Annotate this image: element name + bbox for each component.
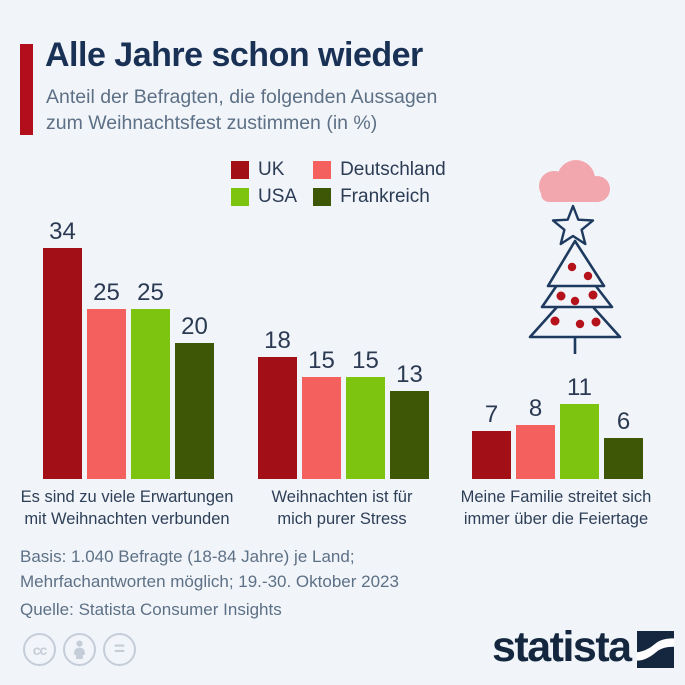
title-accent-bar <box>20 44 33 135</box>
christmas-tree-illustration <box>528 160 622 354</box>
legend-swatch-usa <box>231 188 249 206</box>
bar-col-uk: 34 <box>43 218 82 479</box>
bar-col-deutschland: 15 <box>302 347 341 479</box>
legend-item-frankreich: Frankreich <box>313 186 446 208</box>
cc-icon-label: cc <box>32 641 48 658</box>
bar-col-uk: 18 <box>258 327 297 479</box>
bar-col-frankreich: 6 <box>604 408 643 479</box>
bar-value: 18 <box>264 326 291 354</box>
bar-value: 25 <box>93 279 120 306</box>
bar-frankreich <box>390 390 429 479</box>
legend-label-uk: UK <box>258 159 285 180</box>
legend-item-uk: UK <box>231 159 297 181</box>
bar-value: 34 <box>49 217 76 245</box>
no-derivatives-icon[interactable]: = <box>103 633 136 666</box>
statista-wordmark: statista <box>492 623 632 671</box>
bar-value: 15 <box>308 347 335 374</box>
bar-frankreich <box>175 343 214 479</box>
star-icon <box>551 204 595 246</box>
bar-value: 20 <box>181 313 208 340</box>
bar-col-usa: 15 <box>346 347 385 479</box>
category-label-family-argues: Meine Familie streitet sich immer über d… <box>460 488 652 528</box>
bar-uk <box>258 356 297 479</box>
bar-value: 7 <box>484 401 499 429</box>
bar-group-expectations: 34 25 25 20 <box>43 215 214 479</box>
chart-legend: UK Deutschland USA Frankreich <box>231 159 446 208</box>
source-line: Quelle: Statista Consumer Insights <box>20 600 282 619</box>
bar-deutschland <box>516 424 555 479</box>
attribution-person-icon[interactable] <box>63 633 96 666</box>
bar-col-frankreich: 20 <box>175 313 214 479</box>
page-title: Alle Jahre schon wieder <box>45 36 423 74</box>
legend-swatch-uk <box>231 161 249 179</box>
category-label-stress: Weihnachten ist für mich purer Stress <box>271 488 413 528</box>
bar-group-stress: 18 15 15 13 <box>258 215 429 479</box>
category-label-expectations: Es sind zu viele Erwartungen mit Weihnac… <box>20 488 234 528</box>
bar-group-family-argues: 7 8 11 6 <box>472 215 643 479</box>
statista-logo[interactable]: statista <box>492 623 674 672</box>
bar-value: 15 <box>352 347 379 374</box>
bar-value: 6 <box>616 408 631 436</box>
legend-swatch-deutschland <box>313 161 332 179</box>
bar-uk <box>43 247 82 479</box>
bar-value: 25 <box>137 279 164 306</box>
cloud-icon <box>539 160 610 202</box>
bar-col-deutschland: 8 <box>516 395 555 479</box>
basis-line-1: Basis: 1.040 Befragte (18-84 Jahre) je L… <box>20 547 355 566</box>
legend-item-usa: USA <box>231 186 297 208</box>
legend-item-deutschland: Deutschland <box>313 159 446 181</box>
statista-logo-mark-icon <box>636 631 674 668</box>
tree-icon <box>528 239 622 339</box>
bar-col-uk: 7 <box>472 401 511 479</box>
bar-value: 11 <box>567 374 592 402</box>
legend-label-usa: USA <box>258 186 298 207</box>
legend-label-deutschland: Deutschland <box>340 159 446 180</box>
person-glyph <box>74 640 85 659</box>
equals-glyph: = <box>113 638 126 660</box>
footer-notes: Basis: 1.040 Befragte (18-84 Jahre) je L… <box>20 545 399 623</box>
page-subtitle: Anteil der Befragten, die folgenden Auss… <box>46 86 438 134</box>
bar-usa <box>346 377 385 479</box>
bar-frankreich <box>604 438 643 479</box>
license-badges: cc = <box>23 633 136 666</box>
bar-usa <box>560 404 599 479</box>
bar-value: 13 <box>396 360 423 388</box>
bar-deutschland <box>302 377 341 479</box>
ornaments <box>550 262 601 329</box>
basis-line-2: Mehrfachantworten möglich; 19.-30. Oktob… <box>20 571 399 591</box>
legend-swatch-frankreich <box>313 188 332 206</box>
cc-icon[interactable]: cc <box>23 633 56 666</box>
legend-label-frankreich: Frankreich <box>340 186 430 207</box>
bar-col-frankreich: 13 <box>390 361 429 479</box>
bar-deutschland <box>87 309 126 479</box>
bar-col-usa: 11 <box>560 374 599 479</box>
bar-col-usa: 25 <box>131 279 170 479</box>
bar-usa <box>131 309 170 479</box>
bar-uk <box>472 431 511 479</box>
bar-col-deutschland: 25 <box>87 279 126 479</box>
bar-value: 8 <box>528 394 543 422</box>
